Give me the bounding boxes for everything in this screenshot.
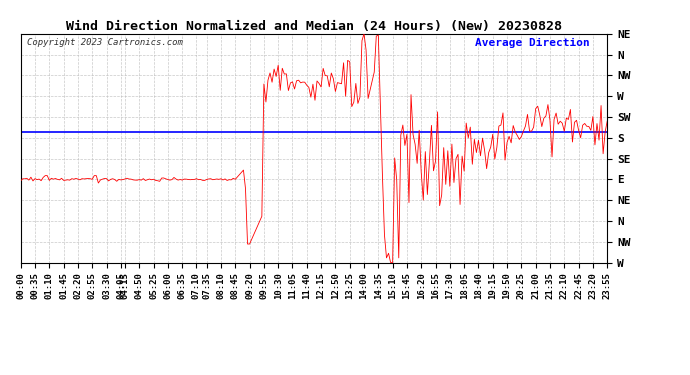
Text: Copyright 2023 Cartronics.com: Copyright 2023 Cartronics.com bbox=[26, 38, 182, 47]
Title: Wind Direction Normalized and Median (24 Hours) (New) 20230828: Wind Direction Normalized and Median (24… bbox=[66, 20, 562, 33]
Text: Average Direction: Average Direction bbox=[475, 38, 589, 48]
